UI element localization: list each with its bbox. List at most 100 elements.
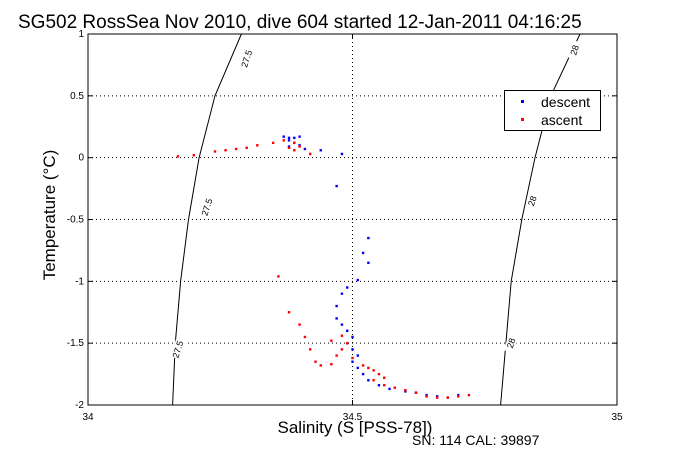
data-point-ascent: [245, 146, 248, 149]
legend-marker-descent: [509, 94, 537, 110]
x-axis-label: Salinity (S [PSS-78]): [277, 418, 433, 437]
data-point-ascent: [330, 339, 333, 342]
data-point-descent: [298, 135, 301, 138]
data-point-ascent: [404, 388, 407, 392]
contour-label-bg: [239, 48, 255, 69]
data-point-ascent: [335, 354, 338, 357]
data-point-ascent: [192, 153, 195, 157]
data-point-ascent: [293, 141, 296, 145]
data-point-ascent: [277, 275, 280, 278]
data-point-ascent: [361, 364, 365, 367]
data-point-ascent: [330, 362, 333, 366]
data-point-descent: [351, 360, 354, 363]
data-point-ascent: [298, 323, 301, 326]
data-point-ascent: [414, 391, 418, 394]
contour-label-bg: [199, 197, 215, 218]
data-point-ascent: [271, 141, 275, 145]
data-point-ascent: [287, 311, 291, 314]
legend-item-descent: descent: [509, 94, 590, 110]
data-point-ascent: [282, 139, 285, 142]
data-point-descent: [287, 139, 291, 142]
y-axis-label: Temperature (°C): [40, 149, 59, 281]
y-tick-label: 1: [78, 29, 84, 40]
contour-label-bg: [524, 190, 540, 212]
data-point-ascent: [346, 341, 349, 345]
data-point-ascent: [224, 149, 227, 152]
data-point-descent: [287, 136, 291, 140]
y-tick-label: 0.5: [70, 91, 84, 102]
data-point-descent: [319, 149, 322, 152]
data-point-descent: [404, 390, 407, 393]
data-point-descent: [356, 354, 359, 357]
legend-label-descent: descent: [541, 94, 591, 110]
data-point-descent: [335, 317, 338, 320]
data-point-descent: [377, 384, 381, 387]
legend-item-ascent: ascent: [509, 112, 582, 128]
data-point-ascent: [383, 384, 386, 387]
data-point-ascent: [446, 396, 449, 399]
data-point-descent: [425, 393, 428, 397]
chart-title: SG502 RossSea Nov 2010, dive 604 started…: [18, 12, 582, 33]
data-point-ascent: [372, 369, 375, 372]
serial-calibration-text: SN: 114 CAL: 39897: [412, 432, 540, 448]
data-point-ascent: [435, 396, 439, 399]
data-point-ascent: [383, 376, 386, 379]
y-tick-label: -1: [75, 276, 84, 287]
data-point-ascent: [293, 149, 296, 152]
data-point-descent: [367, 379, 370, 382]
data-point-ascent: [351, 356, 354, 360]
data-point-ascent: [377, 372, 381, 376]
contour-label-bg: [170, 339, 186, 360]
x-tick-label: 34: [82, 412, 94, 423]
data-point-ascent: [298, 145, 301, 148]
contour-label: 28: [568, 44, 581, 57]
data-point-descent: [367, 236, 370, 240]
data-point-descent: [351, 348, 354, 351]
y-tick-label: -0.5: [67, 215, 85, 226]
legend: descent ascent: [504, 90, 601, 131]
data-point-ascent: [372, 379, 375, 382]
data-point-descent: [340, 323, 344, 326]
y-tick-label: -1.5: [67, 338, 85, 349]
data-point-ascent: [314, 360, 317, 363]
data-point-descent: [388, 387, 391, 391]
data-point-ascent: [340, 334, 344, 337]
data-point-ascent: [319, 364, 322, 367]
data-point-descent: [361, 251, 365, 255]
data-point-descent: [298, 144, 301, 147]
data-point-ascent: [213, 150, 217, 153]
data-point-descent: [340, 152, 344, 156]
data-point-ascent: [457, 395, 460, 398]
data-point-ascent: [176, 155, 180, 158]
data-point-ascent: [234, 147, 238, 151]
data-point-ascent: [393, 386, 397, 389]
data-point-ascent: [287, 146, 291, 149]
data-point-ascent: [256, 144, 259, 147]
data-point-descent: [457, 393, 460, 397]
data-point-ascent: [303, 335, 307, 339]
data-point-descent: [282, 135, 285, 138]
data-point-descent: [361, 372, 365, 376]
contour-label: 28: [505, 337, 518, 350]
data-point-ascent: [467, 393, 471, 397]
y-tick-label: -2: [75, 400, 84, 411]
x-tick-label: 35: [611, 412, 623, 423]
contour-label-bg: [503, 333, 519, 354]
data-point-ascent: [308, 152, 312, 156]
legend-marker-ascent: [509, 112, 537, 128]
contour-label-bg: [567, 39, 583, 61]
data-point-ascent: [425, 395, 428, 398]
data-point-ascent: [308, 348, 312, 351]
data-point-descent: [356, 278, 359, 282]
data-point-descent: [356, 366, 359, 370]
data-point-descent: [335, 184, 338, 188]
data-point-descent: [346, 329, 349, 332]
data-point-descent: [351, 335, 354, 339]
data-point-ascent: [367, 366, 370, 370]
x-tick-label: 34.5: [343, 412, 363, 423]
data-point-descent: [340, 292, 344, 295]
contour-label: 28: [526, 195, 539, 208]
data-point-descent: [367, 261, 370, 264]
data-point-descent: [287, 145, 291, 148]
